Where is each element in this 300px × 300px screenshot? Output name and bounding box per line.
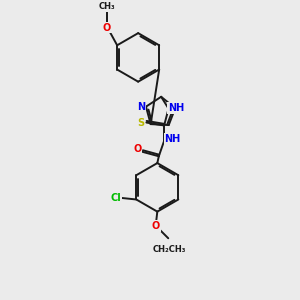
Text: CH₃: CH₃ bbox=[98, 2, 115, 11]
Text: O: O bbox=[152, 221, 160, 231]
Text: O: O bbox=[103, 22, 111, 32]
Text: CH₂CH₃: CH₂CH₃ bbox=[153, 245, 186, 254]
Text: O: O bbox=[133, 145, 141, 154]
Text: NH: NH bbox=[164, 134, 181, 144]
Text: S: S bbox=[137, 118, 144, 128]
Text: NH: NH bbox=[168, 103, 184, 113]
Text: S: S bbox=[176, 103, 183, 113]
Text: Cl: Cl bbox=[110, 193, 121, 203]
Text: N: N bbox=[137, 102, 146, 112]
